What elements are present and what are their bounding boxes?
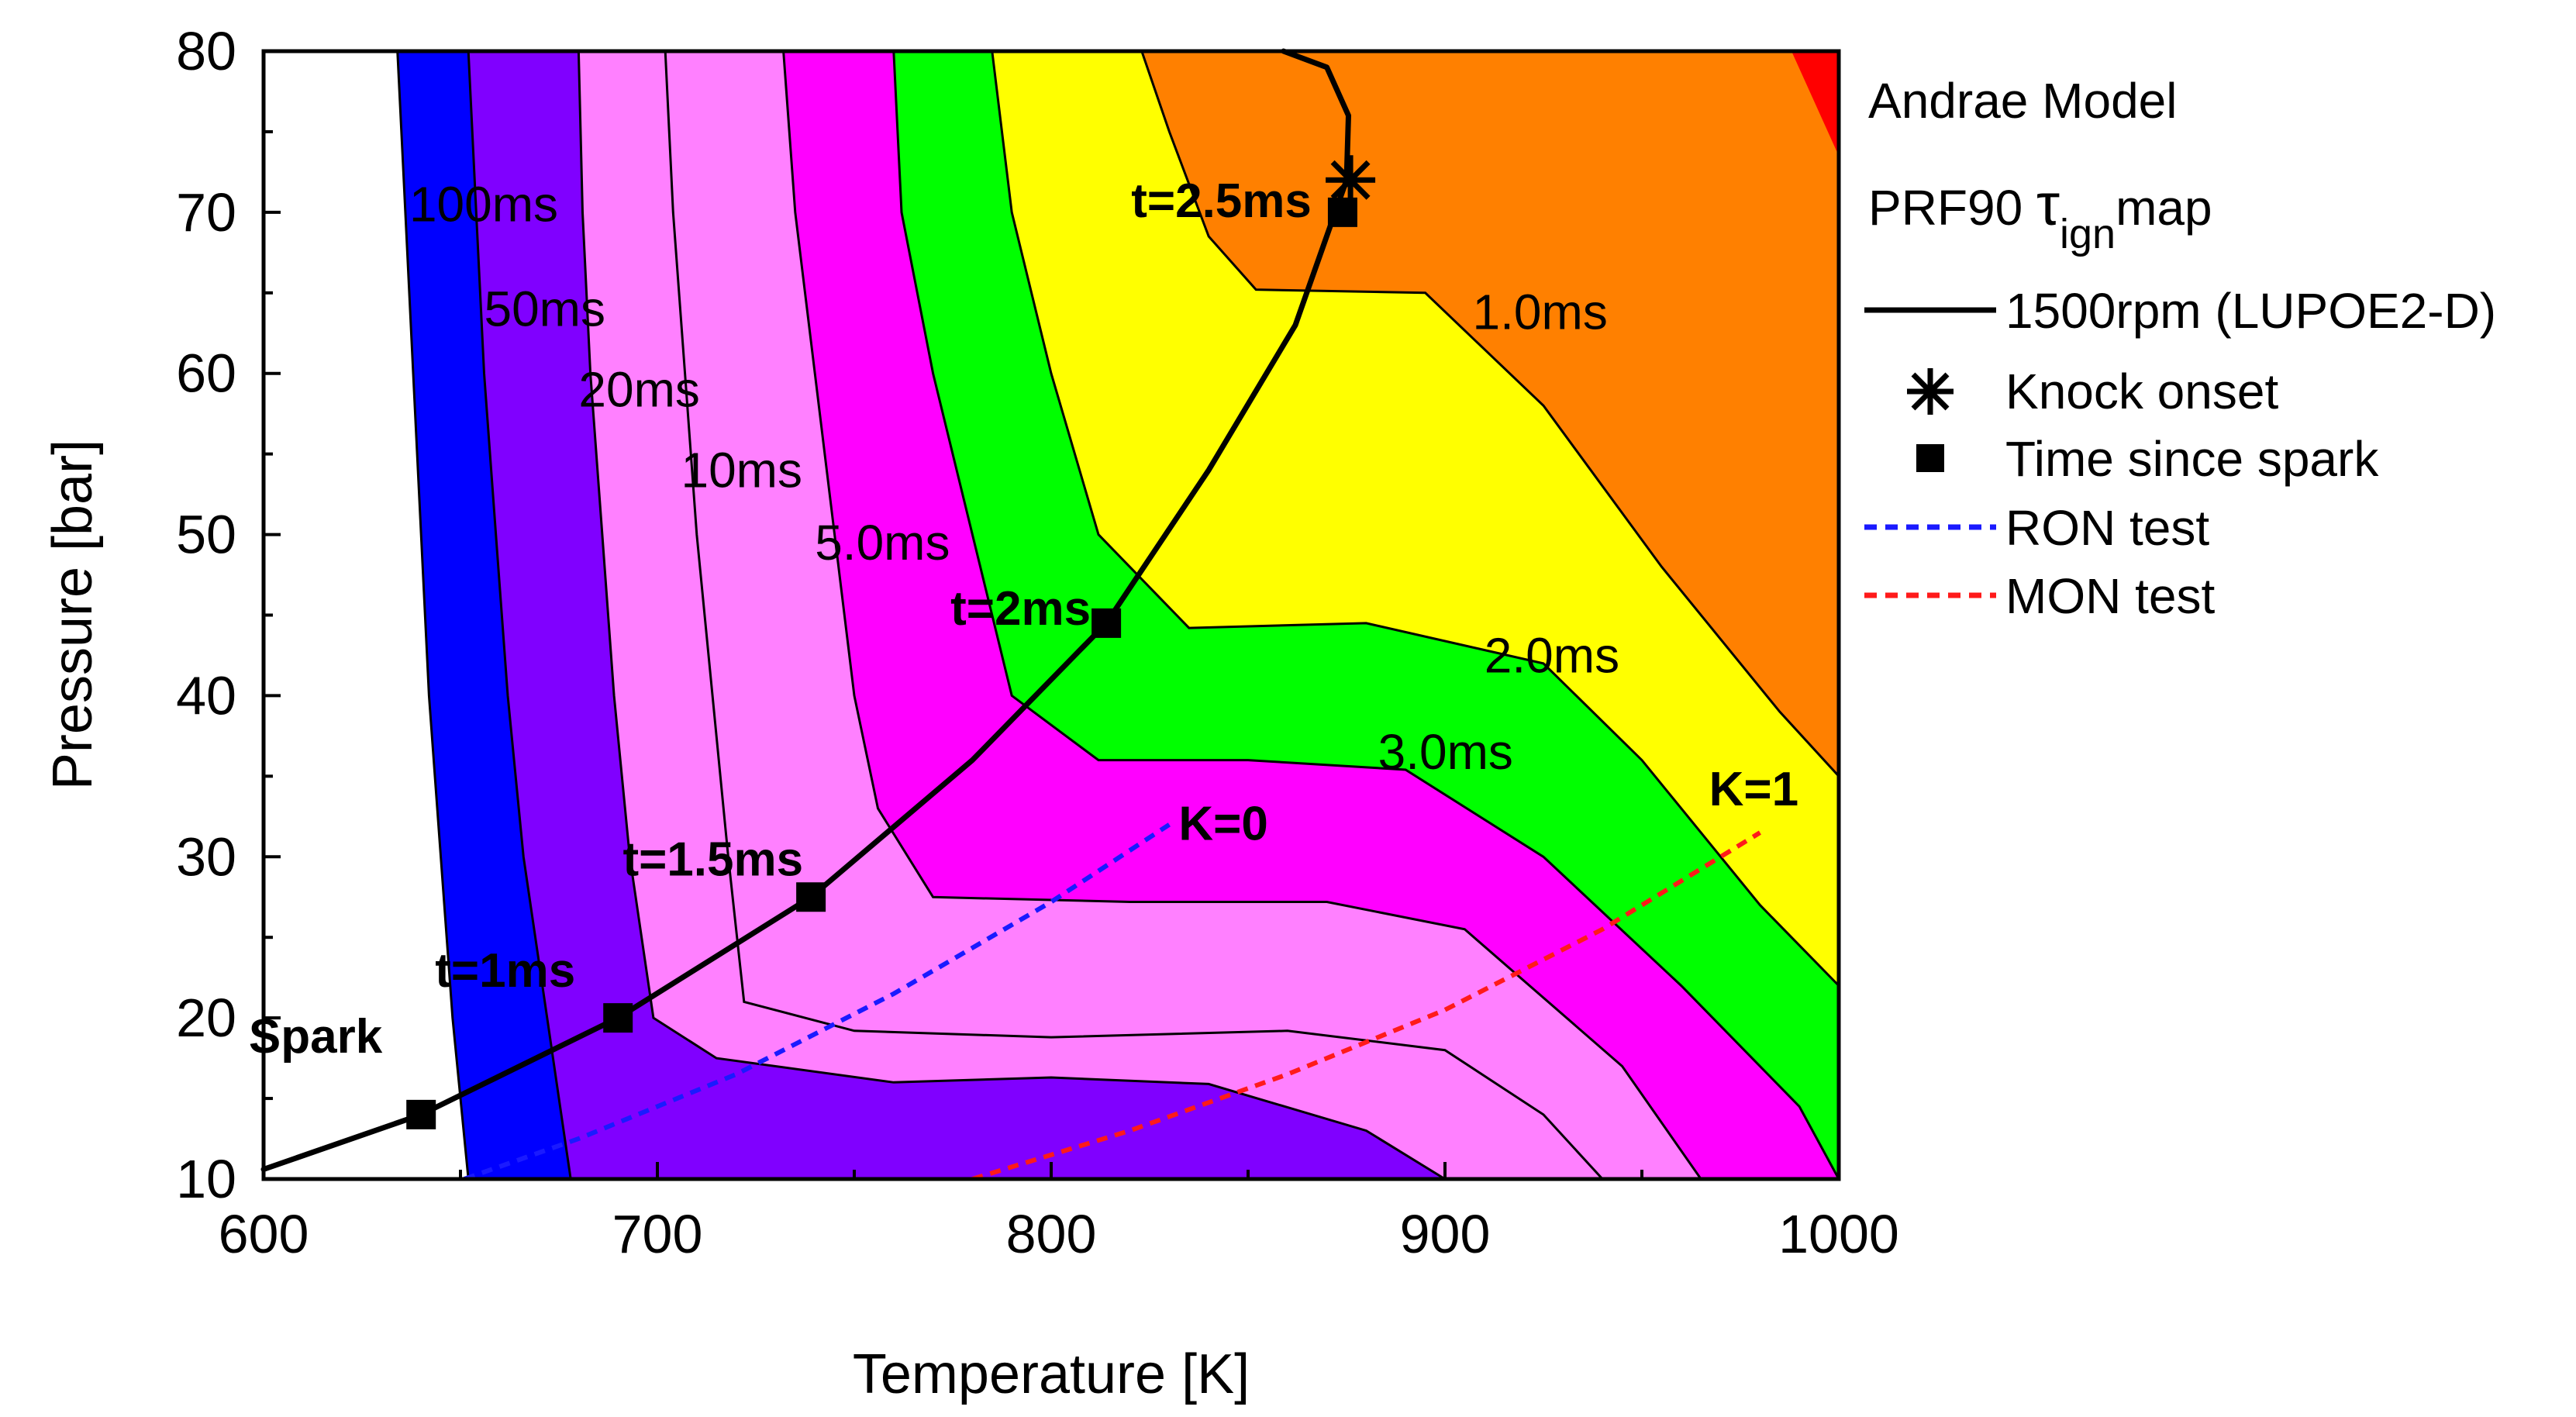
y-tick-label-50: 50 — [176, 505, 236, 565]
contour-label-5.0ms: 5.0ms — [815, 515, 950, 571]
region-corner-fastest — [1791, 51, 1839, 157]
y-tick-label-80: 80 — [176, 21, 236, 81]
x-tick-label-800: 800 — [1006, 1204, 1097, 1264]
x-tick-label-900: 900 — [1400, 1204, 1491, 1264]
test-curves — [464, 822, 1761, 1179]
legend-map-title: PRF90 τignmap — [1868, 172, 2212, 257]
legend-map-sub: ign — [2060, 211, 2116, 257]
contour-line-5.0ms — [782, 51, 1702, 1179]
x-axis-title: Temperature [K] — [853, 1343, 1250, 1405]
x-tick-label-700: 700 — [612, 1204, 703, 1264]
knock-onset-marker — [1326, 155, 1376, 205]
contour-label-20ms: 20ms — [578, 362, 700, 418]
annotation-t2ms: t=2ms — [950, 582, 1091, 636]
legend: Andrae Model PRF90 τignmap 1500rpm (LUPO… — [1864, 73, 2496, 624]
x-tick-label-1000: 1000 — [1778, 1204, 1899, 1264]
annotation-t1ms: t=1ms — [435, 944, 575, 998]
legend-map-tau: τ — [2036, 172, 2060, 238]
region-under-1ms — [1141, 51, 1839, 777]
legend-knock-icon — [1907, 368, 1954, 415]
contour-label-3.0ms: 3.0ms — [1378, 724, 1513, 780]
x-tick-label-600: 600 — [219, 1204, 309, 1264]
time-marker-1 — [603, 1003, 633, 1033]
contour-lines — [396, 51, 1839, 1179]
y-tick-label-70: 70 — [176, 182, 236, 243]
contour-line-1.0ms — [1140, 51, 1839, 777]
ron-test-curve — [464, 822, 1171, 1179]
mon-test-curve — [971, 830, 1761, 1179]
y-tick-label-10: 10 — [176, 1149, 236, 1209]
legend-map-prefix: PRF90 — [1868, 180, 2036, 236]
legend-knock-label: Knock onset — [2005, 364, 2278, 419]
y-tick-label-40: 40 — [176, 665, 236, 726]
legend-model-title: Andrae Model — [1868, 73, 2177, 129]
contour-line-10ms — [664, 51, 1604, 1179]
y-tick-label-60: 60 — [176, 343, 236, 404]
axes: 600 700 800 900 1000 10 20 30 40 50 60 70 80 — [176, 21, 1899, 1264]
contour-label-10ms: 10ms — [681, 442, 802, 498]
contour-line-50ms — [467, 51, 572, 1179]
engine-curve-group — [260, 48, 1376, 1172]
engine-curve — [260, 48, 1351, 1172]
contour-regions — [264, 51, 1839, 1179]
contour-line-3.0ms — [892, 51, 1839, 1179]
contour-line-100ms — [396, 51, 470, 1179]
legend-curve-label: 1500rpm (LUPOE2-D) — [2005, 283, 2496, 339]
legend-ron-label: RON test — [2005, 500, 2209, 556]
annotation-t15ms: t=1.5ms — [622, 833, 803, 886]
time-marker-3 — [1091, 608, 1122, 638]
contour-line-2.0ms — [991, 51, 1839, 987]
contour-label-100ms: 100ms — [409, 176, 558, 232]
annotation-t25ms: t=2.5ms — [1131, 174, 1312, 228]
y-tick-label-30: 30 — [176, 826, 236, 887]
legend-map-suffix: map — [2116, 180, 2212, 236]
contour-label-2.0ms: 2.0ms — [1485, 627, 1619, 683]
legend-time-label: Time since spark — [2005, 431, 2379, 487]
contour-label-1.0ms: 1.0ms — [1473, 284, 1608, 340]
y-axis-title: Pressure [bar] — [42, 440, 104, 790]
annotation-k1: K=1 — [1709, 763, 1798, 816]
time-marker-0 — [406, 1099, 436, 1129]
time-marker-2 — [796, 882, 826, 912]
legend-time-icon — [1916, 444, 1944, 472]
legend-mon-label: MON test — [2005, 568, 2215, 624]
annotation-k0: K=0 — [1178, 798, 1267, 851]
contour-label-50ms: 50ms — [484, 281, 605, 337]
y-tick-label-20: 20 — [176, 988, 236, 1048]
contour-line-20ms — [577, 51, 1446, 1179]
